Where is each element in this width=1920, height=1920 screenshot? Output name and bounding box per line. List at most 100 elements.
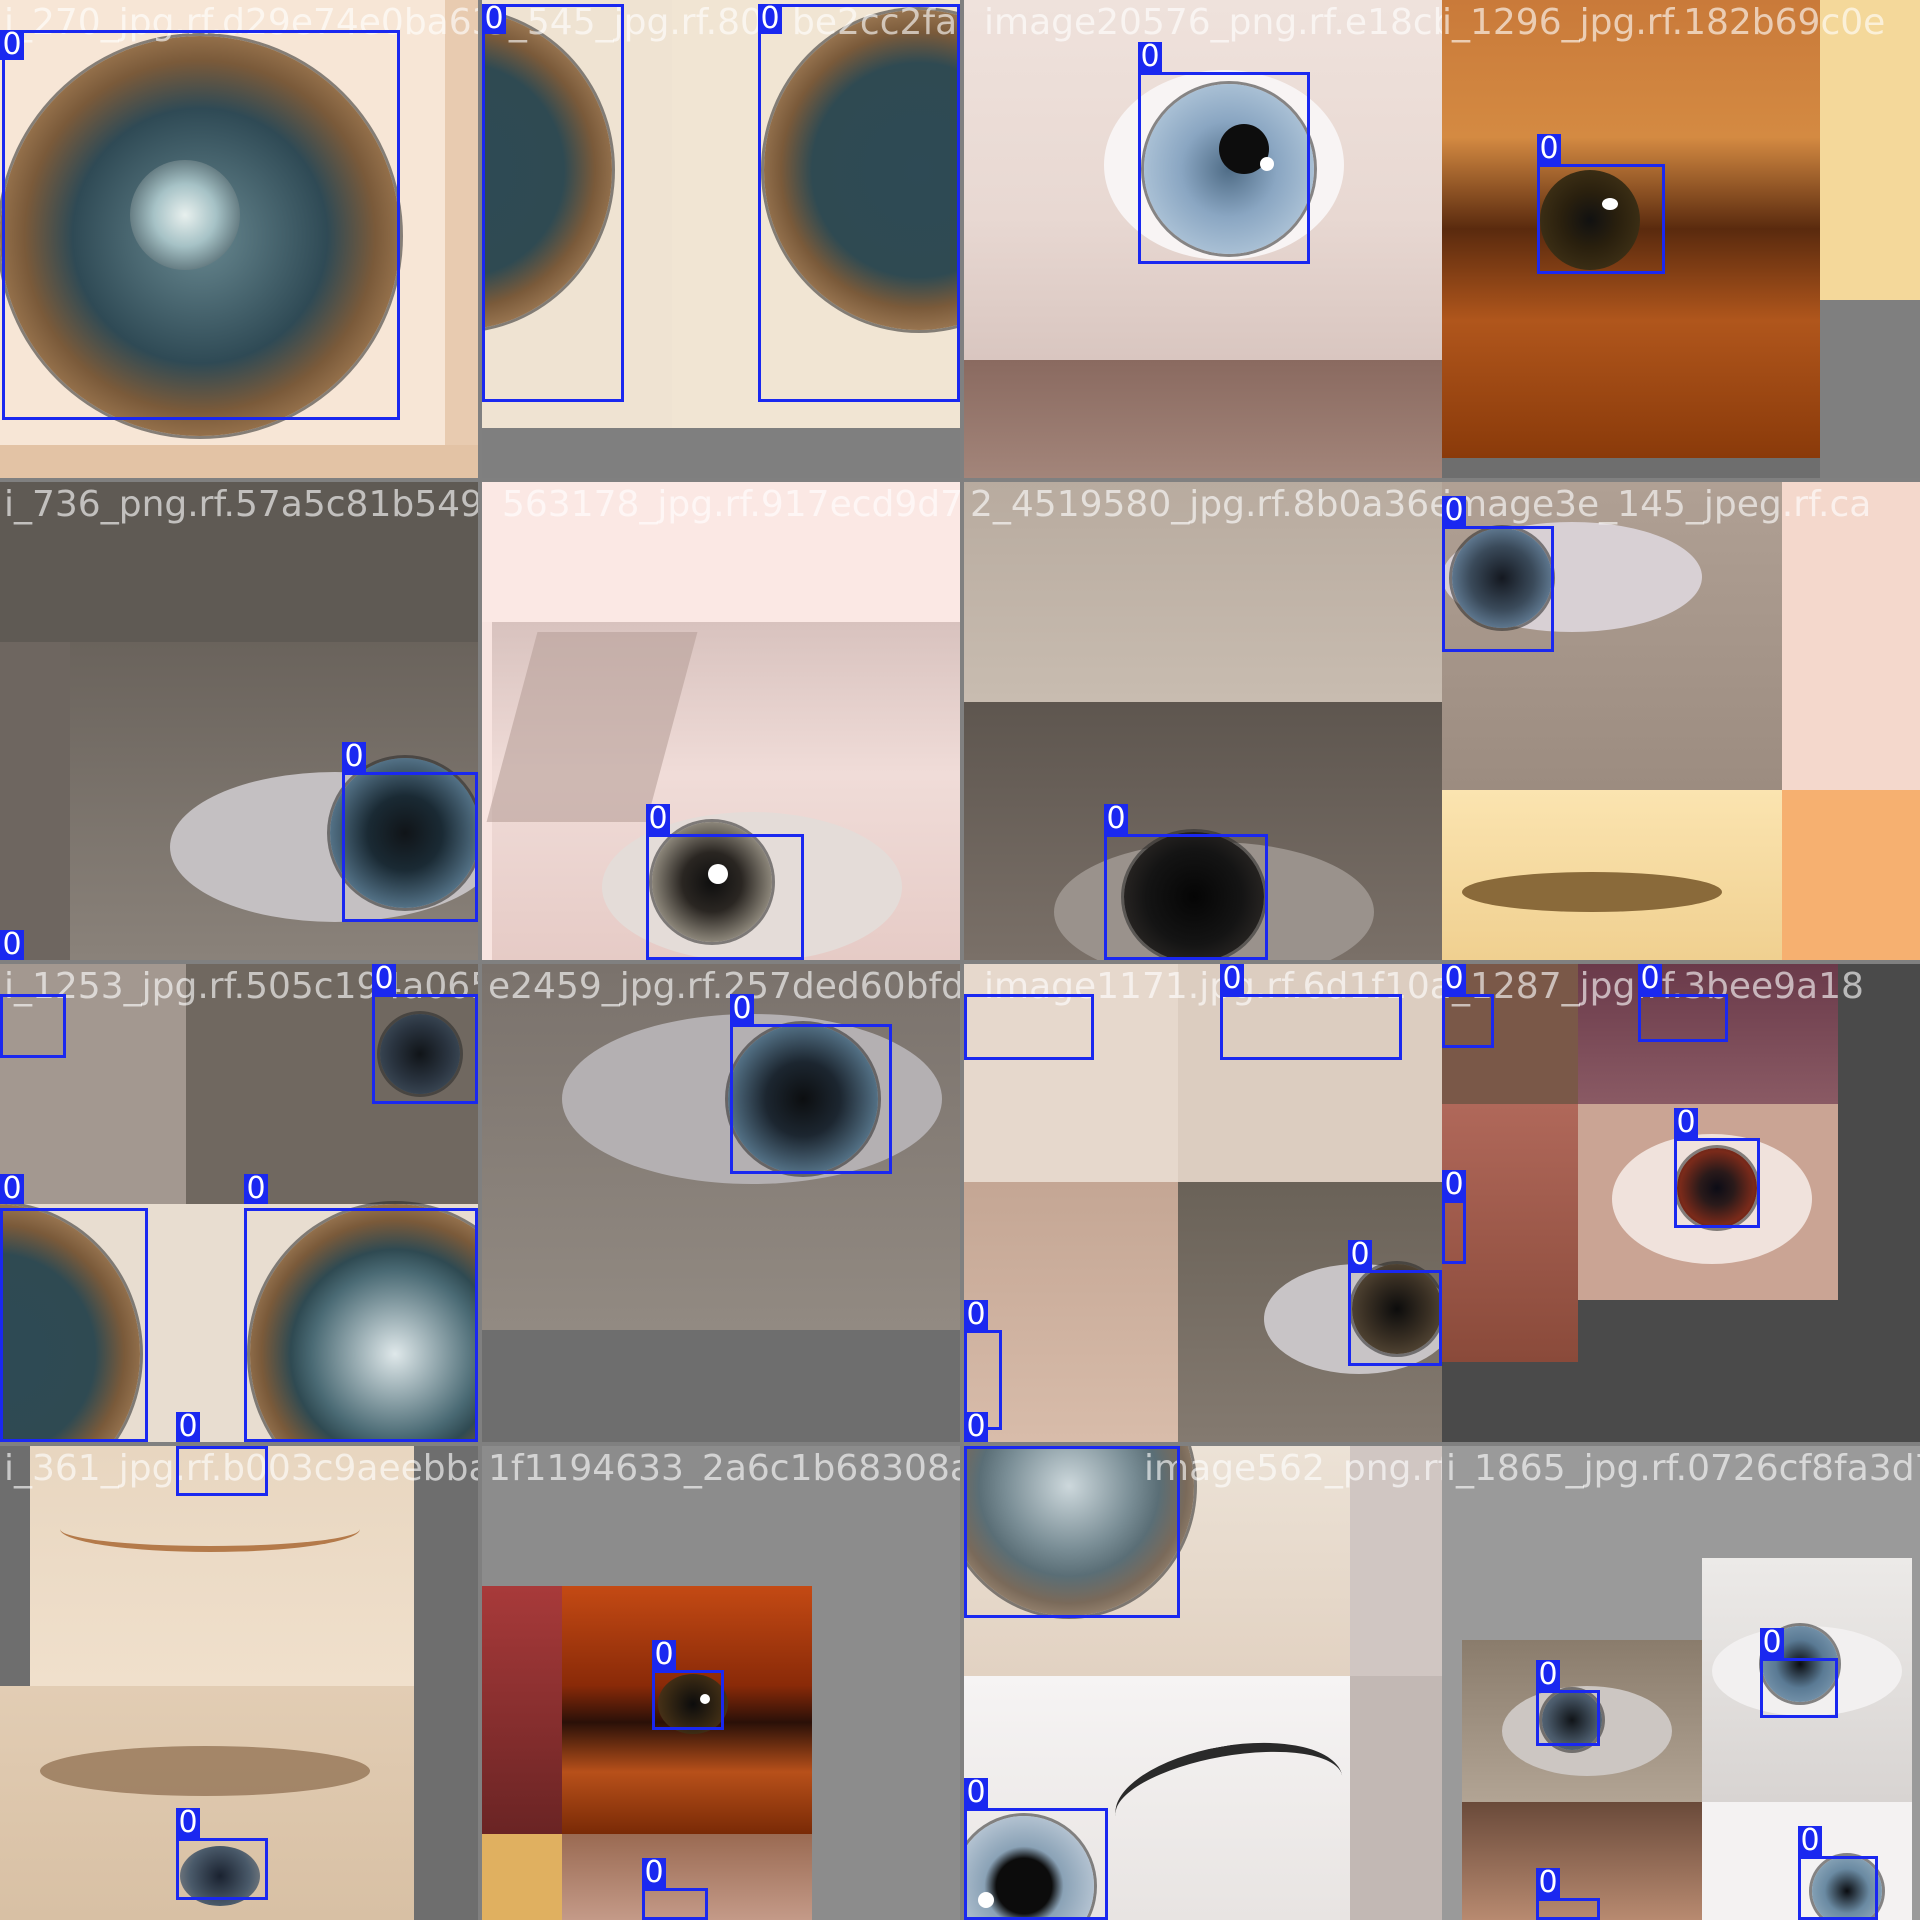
detection-label: 0 [964, 1300, 988, 1330]
detection-label: 0 [244, 1174, 268, 1204]
mosaic-tile-7: 2_4519580_jpg.rf.8b0a36e4 0 [964, 482, 1442, 960]
detection-label: 0 [1536, 1660, 1560, 1690]
detection-box [0, 994, 66, 1058]
iris [1542, 1690, 1602, 1750]
image-filename: image3e_145_jpeg.rf.ca [1442, 484, 1872, 525]
eye-image [964, 482, 1442, 702]
mosaic-tile-14: 1f1194633_2a6c1b68308a 0 0 [482, 1446, 960, 1920]
iris [1812, 1856, 1882, 1920]
detection-box [646, 834, 804, 960]
detection-box [758, 4, 960, 402]
detection-box [1220, 994, 1402, 1060]
iris [1452, 528, 1552, 628]
detection-box [652, 1670, 724, 1730]
glint [700, 1694, 710, 1704]
iris [728, 1024, 878, 1174]
eye-image [964, 964, 1178, 1182]
detection-label: 0 [1138, 42, 1162, 72]
detection-box [730, 1024, 892, 1174]
detection-label: 0 [1638, 964, 1662, 994]
detection-label: 0 [1442, 964, 1466, 994]
image-filename: i_736_png.rf.57a5c81b5495a [4, 484, 478, 525]
detection-label: 0 [1348, 1240, 1372, 1270]
mosaic-tile-12: i_1287_jpg.rf.3bee9a18 0 0 0 0 [1442, 964, 1920, 1442]
image-filename: i_361_jpg.rf.b003c9aeebbab [4, 1448, 478, 1489]
iris [180, 1846, 260, 1906]
detection-box [1442, 526, 1554, 652]
detection-box [1536, 1898, 1600, 1920]
detection-box [1798, 1856, 1878, 1920]
mosaic-tile-4: i_1296_jpg.rf.182b69c0e 0 [1442, 0, 1920, 478]
detection-label: 0 [176, 1412, 200, 1442]
detection-label: 0 [372, 964, 396, 994]
detection-box [1348, 1270, 1442, 1366]
detection-label: 0 [642, 1858, 666, 1888]
iris [1677, 1148, 1757, 1228]
eye-image [1350, 1446, 1442, 1676]
iris [330, 758, 478, 908]
detection-label: 0 [1674, 1108, 1698, 1138]
eye-image [30, 1446, 414, 1686]
detection-box [964, 994, 1094, 1060]
eye-image [482, 482, 960, 622]
detection-box [244, 1208, 478, 1442]
eye-image [964, 360, 1442, 478]
mosaic-tile-11: image1171.jpg.rf.6d1f10aa2 0 0 0 0 [964, 964, 1442, 1442]
detection-box [1674, 1138, 1760, 1228]
mosaic-tile-13: i_361_jpg.rf.b003c9aeebbab 0 [0, 1446, 478, 1920]
mosaic-tile-1: i_270_jpg.rf.d29e74e0ba633 0 [0, 0, 478, 478]
mosaic-tile-6: 563178_jpg.rf.917ecd9d73017 0 [482, 482, 960, 960]
detection-box [0, 1208, 148, 1442]
image-filename: image562_png.rf.9f05aa6c [1144, 1448, 1442, 1489]
iris [380, 1014, 460, 1094]
detection-label: 0 [964, 1778, 988, 1808]
eye-image [1782, 790, 1920, 960]
iris [1124, 832, 1264, 960]
iris [1540, 170, 1640, 270]
eye-image [1820, 300, 1920, 478]
eye-image [1782, 482, 1920, 790]
detection-label: 0 [730, 994, 754, 1024]
mosaic-tile-10: e2459_jpg.rf.257ded60bfd 0 [482, 964, 960, 1442]
image-filename: i_1253_jpg.rf.505c194a0650 [4, 966, 478, 1007]
pupil [130, 160, 240, 270]
detection-label: 0 [758, 4, 782, 34]
image-filename: 2_4519580_jpg.rf.8b0a36e4 [970, 484, 1442, 525]
detection-box [1537, 164, 1665, 274]
detection-box [1536, 1690, 1600, 1746]
detection-box [1138, 72, 1310, 264]
detection-label: 0 [652, 1640, 676, 1670]
glint [1260, 157, 1274, 171]
iris [1352, 1264, 1442, 1354]
detection-box [964, 1446, 1180, 1618]
eye-image [562, 1834, 812, 1920]
image-filename: 1f1194633_2a6c1b68308a [488, 1448, 960, 1489]
detection-box [1638, 994, 1728, 1042]
mosaic-tile-3: image20576_png.rf.e18cbfed0 0 [964, 0, 1442, 478]
eye-image [0, 445, 478, 478]
detection-label: 0 [0, 30, 24, 60]
iris [658, 1674, 728, 1734]
glint [1602, 198, 1618, 210]
mosaic-tile-16: i_1865_jpg.rf.0726cf8fa3d7 0 0 0 0 [1442, 1446, 1920, 1920]
eye-image [482, 1586, 562, 1834]
detection-label: 0 [1104, 804, 1128, 834]
detection-box [342, 772, 478, 922]
eye-image [1578, 964, 1838, 1104]
eyebrow [1462, 872, 1722, 912]
detection-box [642, 1888, 708, 1920]
eye-image [0, 482, 478, 642]
detection-box [372, 994, 478, 1104]
image-filename: 563178_jpg.rf.917ecd9d73017 [502, 484, 960, 525]
detection-label: 0 [1220, 964, 1244, 994]
eyebrow [40, 1746, 370, 1796]
image-filename: i_1865_jpg.rf.0726cf8fa3d7 [1446, 1448, 1920, 1489]
detection-box [176, 1446, 268, 1496]
detection-box [1104, 834, 1268, 960]
detection-label: 0 [1442, 496, 1466, 526]
glint [978, 1892, 994, 1908]
mosaic-tile-5: i_736_png.rf.57a5c81b5495a 0 0 [0, 482, 478, 960]
image-filename: i_1296_jpg.rf.182b69c0e [1442, 2, 1886, 43]
detection-box [1760, 1658, 1838, 1718]
detection-box [176, 1838, 268, 1900]
